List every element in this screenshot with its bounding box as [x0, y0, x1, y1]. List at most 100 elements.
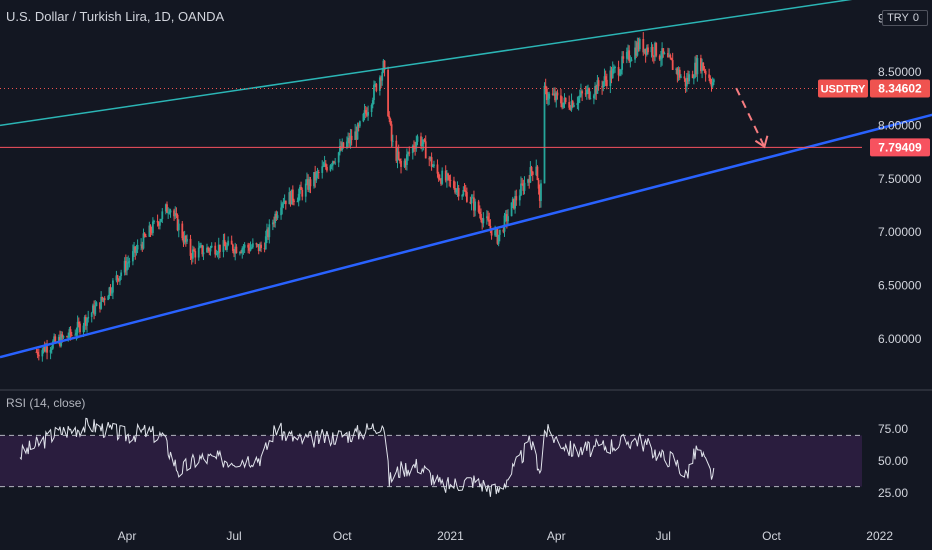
support-level-badge[interactable]: 7.79409: [870, 138, 930, 157]
candle: [388, 111, 391, 123]
candle-body: [102, 298, 105, 300]
candle-body: [407, 152, 409, 155]
candle-body: [605, 79, 608, 87]
candle: [227, 236, 230, 247]
candle-body: [95, 302, 98, 307]
lower-trendline[interactable]: [0, 113, 932, 359]
candle-body: [668, 54, 671, 58]
candle: [136, 239, 139, 254]
candle-body: [577, 97, 580, 104]
candle: [703, 66, 706, 74]
candle: [514, 190, 516, 214]
last-price-badge-bg: [870, 79, 930, 98]
candle: [37, 348, 40, 361]
candle: [370, 103, 373, 117]
candle-body: [189, 238, 192, 256]
candle-body: [112, 280, 114, 293]
candle-body: [57, 336, 60, 342]
candle: [60, 331, 63, 348]
candle-body: [161, 211, 164, 219]
candle-body: [514, 196, 516, 209]
candle-body: [364, 110, 367, 113]
candle: [596, 74, 599, 94]
candle: [308, 176, 311, 193]
candle: [398, 158, 401, 164]
candle-body: [346, 141, 348, 148]
candle-body: [536, 166, 539, 181]
currency-selector[interactable]: TRY 0: [882, 10, 928, 26]
candle-body: [149, 225, 152, 233]
candle-body: [316, 172, 319, 174]
candle-body: [571, 101, 574, 107]
candle: [217, 237, 220, 260]
candle-body: [576, 103, 579, 106]
candle: [414, 141, 417, 156]
candle-body: [61, 334, 64, 338]
candle: [708, 68, 711, 82]
candle: [355, 126, 358, 147]
candle: [563, 93, 566, 109]
candle-body: [124, 260, 127, 271]
projection-arrow[interactable]: [735, 87, 766, 148]
candle-body: [391, 140, 394, 142]
candle-body: [422, 139, 425, 145]
candle-body: [527, 179, 529, 183]
candle-body: [390, 124, 393, 142]
candle-body: [46, 346, 48, 353]
candle: [298, 184, 301, 201]
candle-body: [505, 214, 508, 222]
candle-body: [128, 261, 131, 263]
upper-trendline[interactable]: [0, 0, 902, 127]
candle: [457, 184, 460, 201]
symbol-tag[interactable]: USDTRY: [818, 79, 868, 98]
candle-body: [77, 321, 80, 324]
candle-body: [482, 218, 485, 224]
candle-body: [243, 244, 246, 248]
candle-body: [477, 201, 480, 212]
candle-body: [135, 249, 138, 253]
candle: [429, 156, 432, 162]
candle: [547, 91, 549, 106]
candle: [644, 48, 647, 63]
candle: [585, 85, 588, 100]
candle-body: [68, 329, 71, 338]
candle: [543, 82, 546, 184]
candle-body: [523, 182, 526, 191]
candle-body: [428, 158, 431, 160]
candle: [41, 348, 44, 362]
candle-body: [290, 189, 293, 205]
candle: [142, 228, 145, 250]
candle-body: [206, 247, 208, 253]
candle-body: [642, 38, 645, 53]
candle-body: [521, 183, 524, 185]
candle: [216, 250, 219, 258]
candle: [515, 189, 518, 206]
candle: [510, 202, 513, 217]
currency-label: TRY: [887, 12, 909, 24]
last-price-badge-text: 8.34602: [878, 81, 922, 95]
candle: [281, 201, 284, 215]
candle: [46, 339, 48, 360]
candle-body: [164, 204, 167, 212]
candle: [395, 135, 398, 163]
candle: [160, 218, 163, 223]
candle: [307, 174, 310, 193]
candle-body: [330, 165, 333, 167]
last-price-badge[interactable]: 8.34602: [870, 79, 930, 98]
candle: [485, 210, 488, 225]
candle: [498, 229, 501, 242]
candle-body: [660, 58, 662, 60]
candle-body: [184, 236, 187, 242]
candle-body: [101, 296, 104, 300]
time-tick-label: Oct: [762, 529, 781, 543]
candle: [148, 221, 151, 237]
candle-body: [671, 60, 674, 70]
rsi-title: RSI (14, close): [6, 396, 86, 410]
candle: [480, 208, 482, 223]
time-tick-label: Jul: [226, 529, 241, 543]
candle: [119, 275, 121, 286]
candle: [456, 181, 459, 197]
candle-body: [688, 74, 691, 82]
candle: [423, 138, 426, 143]
